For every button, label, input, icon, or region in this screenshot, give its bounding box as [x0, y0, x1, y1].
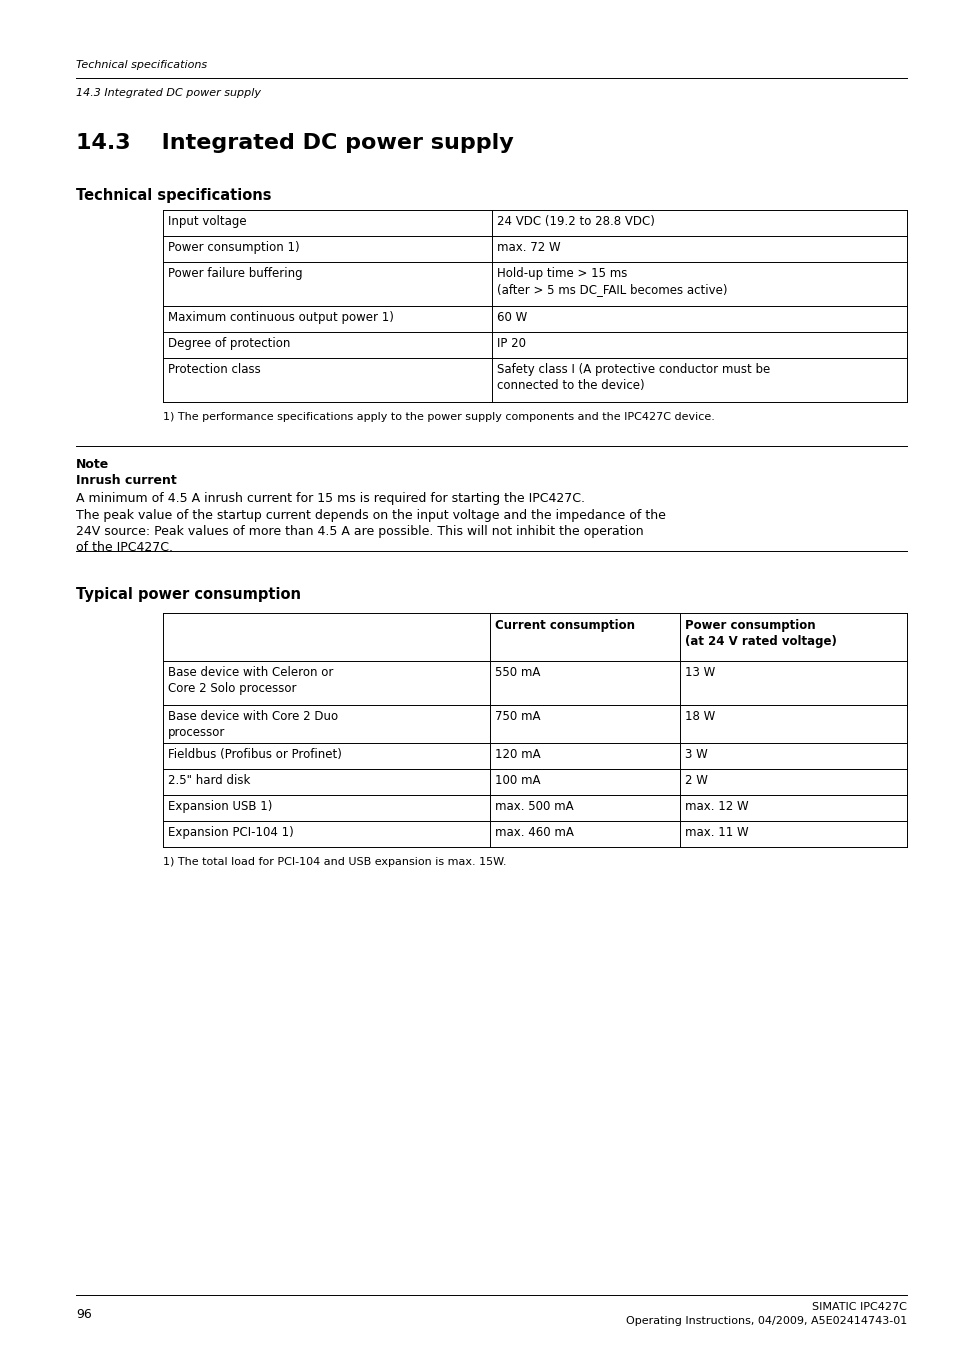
Text: SIMATIC IPC427C: SIMATIC IPC427C [811, 1301, 906, 1312]
Text: max. 500 mA: max. 500 mA [495, 801, 573, 813]
Text: Power failure buffering: Power failure buffering [168, 267, 302, 279]
Text: 96: 96 [76, 1308, 91, 1322]
Text: 750 mA: 750 mA [495, 710, 540, 724]
Text: 1) The performance specifications apply to the power supply components and the I: 1) The performance specifications apply … [163, 412, 714, 423]
Text: Base device with Celeron or
Core 2 Solo processor: Base device with Celeron or Core 2 Solo … [168, 666, 333, 695]
Text: Hold-up time > 15 ms
(after > 5 ms DC_FAIL becomes active): Hold-up time > 15 ms (after > 5 ms DC_FA… [497, 267, 727, 296]
Text: 18 W: 18 W [684, 710, 715, 724]
Text: 120 mA: 120 mA [495, 748, 540, 761]
Text: max. 12 W: max. 12 W [684, 801, 748, 813]
Text: Operating Instructions, 04/2009, A5E02414743-01: Operating Instructions, 04/2009, A5E0241… [625, 1316, 906, 1326]
Text: 13 W: 13 W [684, 666, 715, 679]
Text: max. 11 W: max. 11 W [684, 826, 748, 838]
Text: 24 VDC (19.2 to 28.8 VDC): 24 VDC (19.2 to 28.8 VDC) [497, 215, 654, 228]
Text: The peak value of the startup current depends on the input voltage and the imped: The peak value of the startup current de… [76, 509, 665, 554]
Text: max. 460 mA: max. 460 mA [495, 826, 574, 838]
Text: Inrush current: Inrush current [76, 474, 176, 487]
Text: Note: Note [76, 458, 110, 471]
Text: max. 72 W: max. 72 W [497, 242, 560, 254]
Text: Current consumption: Current consumption [495, 620, 635, 632]
Text: Power consumption 1): Power consumption 1) [168, 242, 299, 254]
Text: A minimum of 4.5 A inrush current for 15 ms is required for starting the IPC427C: A minimum of 4.5 A inrush current for 15… [76, 491, 584, 505]
Text: Safety class I (A protective conductor must be
connected to the device): Safety class I (A protective conductor m… [497, 363, 769, 392]
Text: Power consumption
(at 24 V rated voltage): Power consumption (at 24 V rated voltage… [684, 620, 836, 648]
Text: 60 W: 60 W [497, 310, 527, 324]
Text: Expansion USB 1): Expansion USB 1) [168, 801, 273, 813]
Text: Expansion PCI-104 1): Expansion PCI-104 1) [168, 826, 294, 838]
Text: Fieldbus (Profibus or Profinet): Fieldbus (Profibus or Profinet) [168, 748, 341, 761]
Text: Technical specifications: Technical specifications [76, 59, 207, 70]
Text: 2.5" hard disk: 2.5" hard disk [168, 774, 250, 787]
Text: 3 W: 3 W [684, 748, 707, 761]
Text: Base device with Core 2 Duo
processor: Base device with Core 2 Duo processor [168, 710, 337, 738]
Text: Protection class: Protection class [168, 363, 260, 377]
Text: 1) The total load for PCI-104 and USB expansion is max. 15W.: 1) The total load for PCI-104 and USB ex… [163, 857, 506, 867]
Text: 550 mA: 550 mA [495, 666, 539, 679]
Text: IP 20: IP 20 [497, 338, 525, 350]
Text: 14.3    Integrated DC power supply: 14.3 Integrated DC power supply [76, 134, 514, 153]
Text: 14.3 Integrated DC power supply: 14.3 Integrated DC power supply [76, 88, 261, 99]
Text: Maximum continuous output power 1): Maximum continuous output power 1) [168, 310, 394, 324]
Text: 100 mA: 100 mA [495, 774, 540, 787]
Text: Technical specifications: Technical specifications [76, 188, 272, 202]
Text: Degree of protection: Degree of protection [168, 338, 290, 350]
Text: 2 W: 2 W [684, 774, 707, 787]
Text: Typical power consumption: Typical power consumption [76, 587, 301, 602]
Text: Input voltage: Input voltage [168, 215, 247, 228]
